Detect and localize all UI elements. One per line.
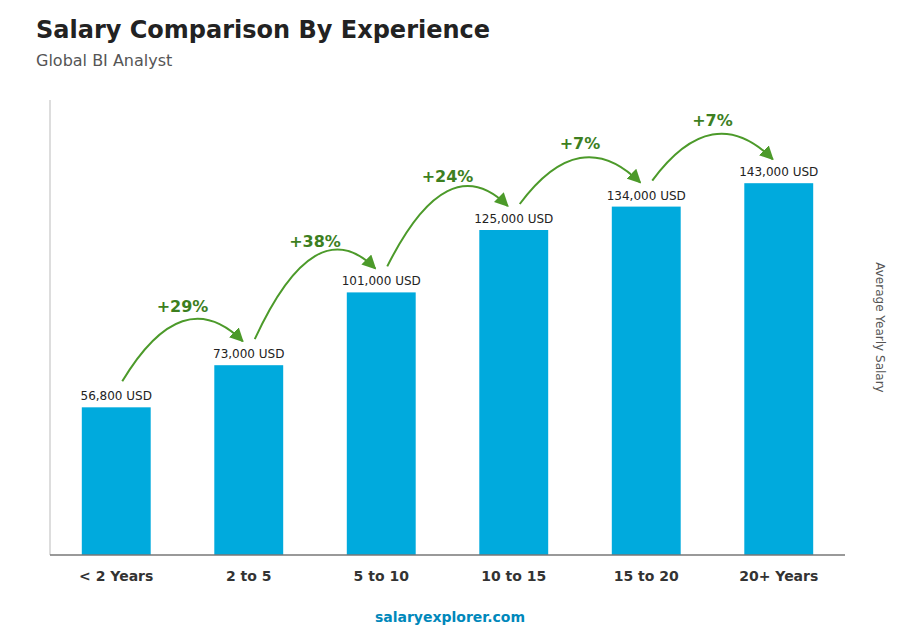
x-tick-label: 10 to 15 bbox=[481, 568, 546, 584]
title: Salary Comparison By Experience bbox=[36, 16, 490, 44]
data-label: 143,000 USD bbox=[739, 165, 818, 179]
data-label: 73,000 USD bbox=[213, 347, 284, 361]
x-tick-label: < 2 Years bbox=[79, 568, 153, 584]
y-axis-line bbox=[50, 100, 51, 555]
change-label: +38% bbox=[289, 232, 341, 251]
x-tick-label: 5 to 10 bbox=[354, 568, 410, 584]
change-arrow bbox=[520, 157, 641, 204]
bar bbox=[479, 230, 548, 555]
data-label: 134,000 USD bbox=[607, 189, 686, 203]
data-label: 101,000 USD bbox=[342, 274, 421, 288]
bar bbox=[744, 183, 813, 555]
change-arrow bbox=[387, 186, 508, 266]
baseline bbox=[50, 554, 845, 556]
change-arrow bbox=[122, 319, 243, 382]
change-label: +29% bbox=[157, 297, 209, 316]
bars bbox=[82, 183, 813, 555]
x-tick-label: 20+ Years bbox=[739, 568, 818, 584]
change-label: +7% bbox=[692, 111, 733, 130]
data-label: 56,800 USD bbox=[81, 389, 152, 403]
x-tick-label: 15 to 20 bbox=[614, 568, 679, 584]
chart: Salary Comparison By Experience Global BI… bbox=[0, 0, 900, 641]
bar bbox=[214, 365, 283, 555]
bar bbox=[612, 207, 681, 555]
watermark: salaryexplorer.com bbox=[375, 609, 525, 625]
y-axis-label: Average Yearly Salary bbox=[873, 262, 887, 392]
x-tick-label: 2 to 5 bbox=[226, 568, 272, 584]
data-label: 125,000 USD bbox=[474, 212, 553, 226]
change-label: +7% bbox=[560, 134, 601, 153]
change-arrow bbox=[652, 134, 773, 181]
bar bbox=[347, 292, 416, 555]
change-arrow bbox=[255, 250, 376, 340]
change-label: +24% bbox=[422, 167, 474, 186]
subtitle: Global BI Analyst bbox=[36, 51, 172, 70]
bar bbox=[82, 407, 151, 555]
